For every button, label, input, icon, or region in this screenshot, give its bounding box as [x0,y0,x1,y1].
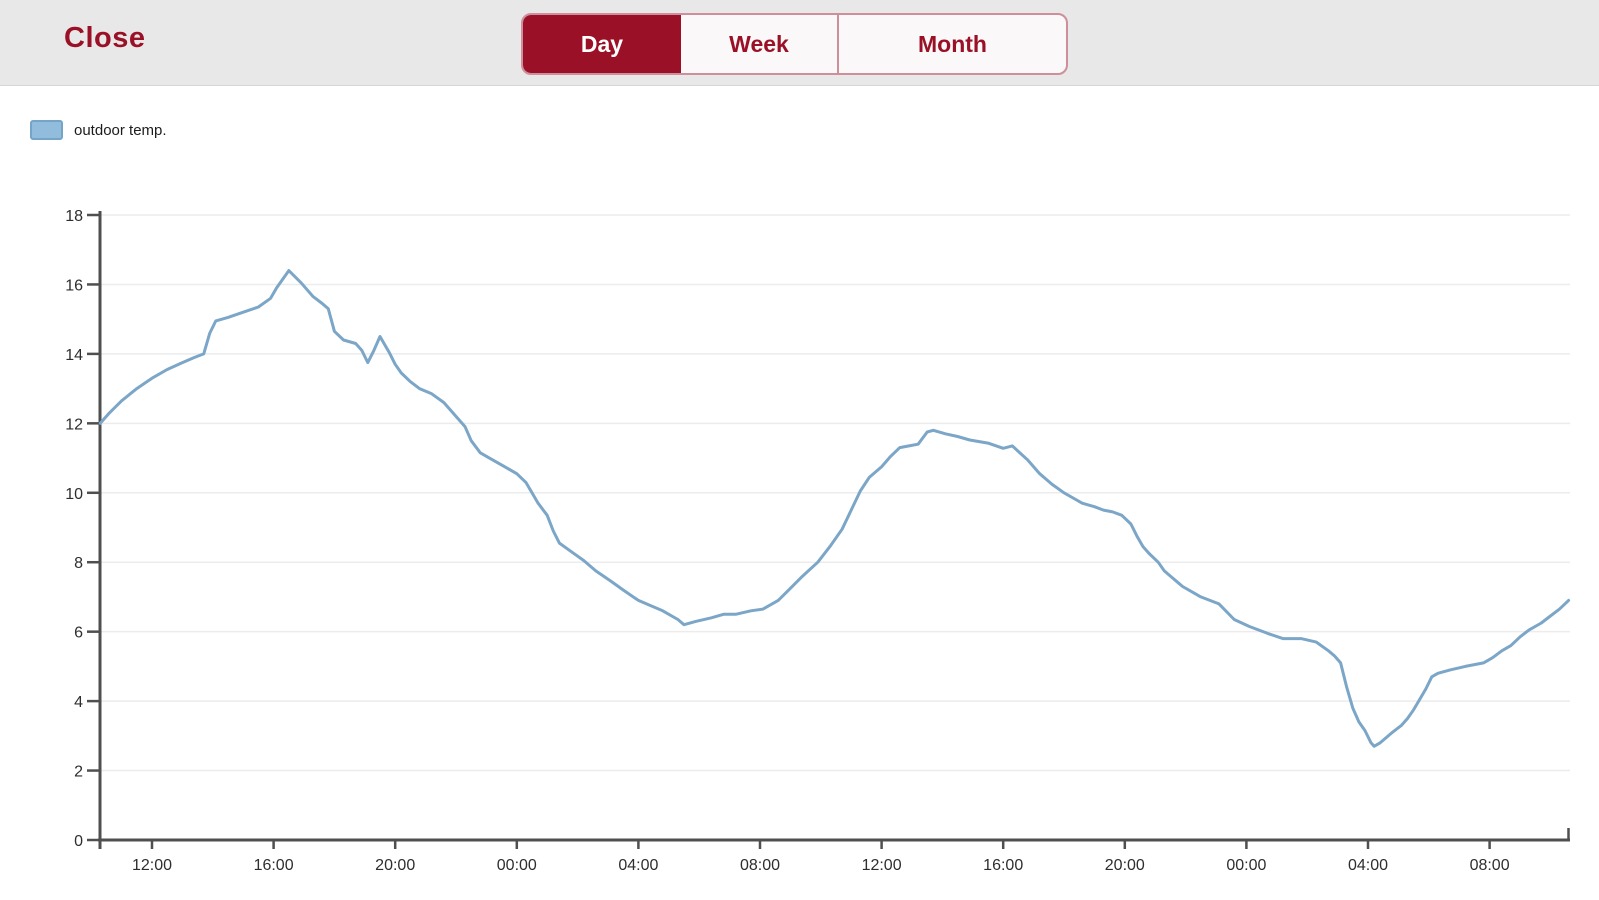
svg-text:20:00: 20:00 [1105,857,1145,874]
tab-week[interactable]: Week [681,15,837,73]
svg-text:4: 4 [74,694,83,711]
svg-text:08:00: 08:00 [740,857,780,874]
legend-swatch [30,120,63,140]
svg-text:16:00: 16:00 [983,857,1023,874]
tab-month[interactable]: Month [837,15,1066,73]
header: Close Day Week Month [0,0,1599,86]
svg-text:14: 14 [65,347,83,364]
svg-text:12:00: 12:00 [132,857,172,874]
period-segmented-control: Day Week Month [521,13,1068,75]
svg-text:12:00: 12:00 [862,857,902,874]
svg-text:8: 8 [74,555,83,572]
svg-text:08:00: 08:00 [1470,857,1510,874]
svg-text:20:00: 20:00 [375,857,415,874]
tab-day[interactable]: Day [523,15,681,73]
svg-text:00:00: 00:00 [497,857,537,874]
svg-text:16: 16 [65,277,83,294]
svg-text:12: 12 [65,416,83,433]
close-button[interactable]: Close [64,22,146,54]
svg-text:10: 10 [65,486,83,503]
svg-text:00:00: 00:00 [1226,857,1266,874]
svg-text:16:00: 16:00 [254,857,294,874]
svg-text:6: 6 [74,625,83,642]
legend: outdoor temp. [30,117,167,143]
svg-text:18: 18 [65,208,83,225]
legend-label: outdoor temp. [74,121,167,139]
svg-text:04:00: 04:00 [1348,857,1388,874]
svg-text:2: 2 [74,764,83,781]
svg-text:0: 0 [74,833,83,850]
svg-text:04:00: 04:00 [618,857,658,874]
